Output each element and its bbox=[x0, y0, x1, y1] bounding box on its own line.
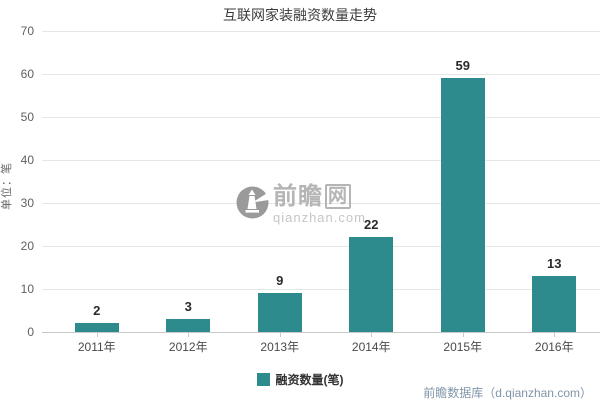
gridline bbox=[42, 160, 600, 161]
legend-swatch bbox=[256, 373, 270, 386]
bar bbox=[257, 293, 302, 332]
legend: 融资数量(笔) bbox=[0, 371, 600, 388]
lighthouse-logo-icon bbox=[236, 186, 269, 219]
watermark: 前瞻网 qianzhan.com bbox=[236, 184, 366, 225]
y-tick-label: 20 bbox=[20, 239, 34, 253]
x-axis-tick bbox=[371, 333, 373, 337]
bar-column: 2 bbox=[51, 31, 143, 337]
x-axis-label: 2013年 bbox=[260, 340, 300, 354]
x-axis-label: 2012年 bbox=[168, 340, 208, 354]
bar bbox=[349, 237, 394, 332]
gridline bbox=[42, 203, 600, 204]
bar-column: 13 bbox=[509, 31, 600, 337]
x-axis-tick bbox=[96, 333, 98, 337]
x-axis-tick bbox=[279, 333, 281, 337]
watermark-text: 前瞻网 qianzhan.com bbox=[273, 184, 366, 225]
bars-row: 2 3 9 22 59 13 bbox=[51, 31, 600, 337]
watermark-domain: qianzhan.com bbox=[273, 210, 366, 225]
bar bbox=[440, 78, 485, 332]
legend-label: 融资数量(笔) bbox=[275, 373, 344, 387]
x-axis-label: 2016年 bbox=[534, 340, 574, 354]
chart-title: 互联网家装融资数量走势 bbox=[223, 7, 377, 23]
x-axis-line bbox=[42, 332, 600, 333]
bar-value-label: 59 bbox=[455, 58, 470, 74]
bar-value-label: 3 bbox=[184, 299, 192, 315]
x-axis-tick bbox=[554, 333, 556, 337]
bar-column: 3 bbox=[143, 31, 235, 337]
bar-column: 9 bbox=[234, 31, 326, 337]
bar-value-label: 9 bbox=[276, 273, 284, 289]
gridline bbox=[42, 246, 600, 247]
x-axis-labels: 2011年 2012年 2013年 2014年 2015年 2016年 bbox=[51, 338, 600, 355]
bar-value-label: 2 bbox=[93, 303, 101, 319]
bar bbox=[166, 319, 211, 332]
bar-column: 59 bbox=[417, 31, 509, 337]
bar-value-label: 22 bbox=[364, 217, 379, 233]
bar bbox=[74, 323, 119, 332]
y-tick-label: 0 bbox=[27, 325, 34, 339]
watermark-brand-boxed-char: 网 bbox=[325, 184, 352, 209]
bar bbox=[532, 276, 577, 332]
watermark-brand: 前瞻网 bbox=[273, 184, 366, 209]
bar-value-label: 13 bbox=[547, 256, 562, 272]
y-tick-label: 70 bbox=[20, 24, 34, 38]
y-tick-label: 40 bbox=[20, 153, 34, 167]
x-axis-label: 2011年 bbox=[77, 340, 116, 354]
gridline bbox=[42, 289, 600, 290]
y-tick-label: 30 bbox=[20, 196, 34, 210]
bar-column: 22 bbox=[326, 31, 418, 337]
gridline bbox=[42, 31, 600, 32]
x-axis-label: 2014年 bbox=[351, 340, 391, 354]
gridline bbox=[42, 74, 600, 75]
x-axis-tick bbox=[188, 333, 190, 337]
y-tick-label: 10 bbox=[20, 282, 34, 296]
footer-source: 前瞻数据库（d.qianzhan.com） bbox=[423, 386, 592, 400]
x-axis-tick bbox=[462, 333, 464, 337]
gridline bbox=[42, 117, 600, 118]
x-axis-label: 2015年 bbox=[443, 340, 483, 354]
y-tick-label: 60 bbox=[20, 67, 34, 81]
y-tick-label: 50 bbox=[20, 110, 34, 124]
